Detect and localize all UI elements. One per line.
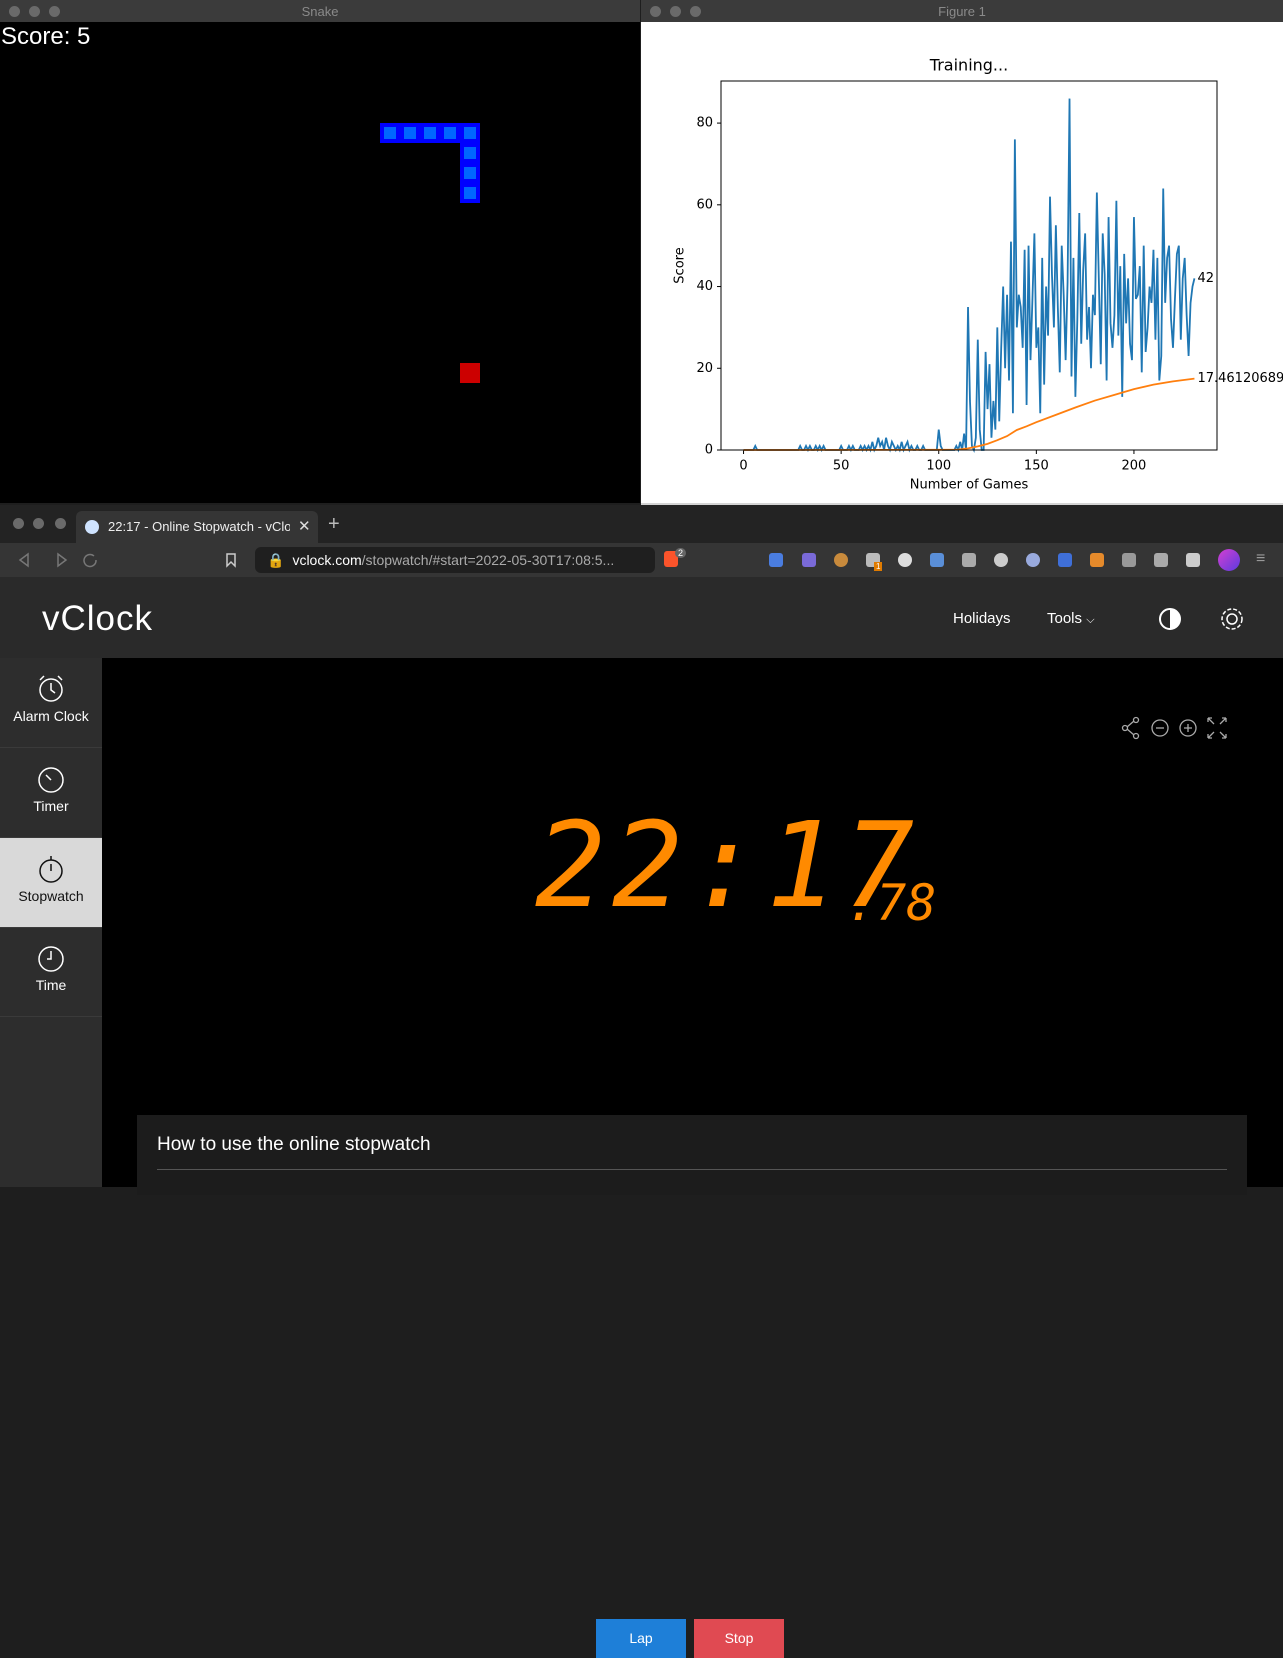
snake-window: Snake Score: 5 — [0, 0, 640, 503]
sidebar-item[interactable]: Stopwatch — [0, 838, 102, 928]
window-title: Figure 1 — [938, 4, 986, 19]
sidebar-label: Time — [35, 977, 67, 993]
sidebar-item[interactable]: Timer — [0, 748, 102, 838]
figure-window: Figure 1 Training... Number of Games Score… — [641, 0, 1283, 541]
series-line — [743, 377, 1195, 451]
x-tick-label: 150 — [1024, 459, 1049, 474]
new-tab[interactable]: + — [328, 513, 340, 535]
extension-icon[interactable] — [1122, 553, 1136, 567]
stop-button[interactable]: Stop — [694, 1619, 784, 1658]
extension-icon[interactable] — [1090, 553, 1104, 567]
url-path: /stopwatch/#start=2022-05-30T17:08:5... — [361, 552, 615, 568]
extension-icon[interactable] — [962, 553, 976, 567]
annotation: 42 — [1197, 271, 1214, 286]
tab-title: 22:17 - Online Stopwatch - vClock — [108, 519, 290, 534]
y-tick-label: 60 — [696, 197, 713, 212]
sidebar-item[interactable]: Time — [0, 927, 102, 1017]
series-line — [743, 98, 1196, 453]
nav-buttons — [18, 552, 236, 568]
y-tick-label: 80 — [696, 116, 713, 131]
score: Score: 5 — [1, 23, 91, 50]
tab-close[interactable]: ✕ — [298, 518, 311, 535]
extension-badge: 1 — [874, 562, 883, 571]
extension-icon[interactable] — [834, 553, 848, 567]
window-title: Snake — [301, 4, 339, 19]
nav-link[interactable]: Holidays — [953, 610, 1011, 627]
sidebar-label: Alarm Clock — [13, 708, 89, 724]
settings-button[interactable] — [1226, 613, 1238, 625]
extension-icon[interactable] — [802, 553, 816, 567]
x-tick-label: 0 — [739, 459, 747, 474]
sidebar: Alarm Clock Timer Stopwatch Time — [0, 658, 102, 1187]
extension-icon[interactable] — [1154, 553, 1168, 567]
y-tick-label: 20 — [696, 361, 713, 376]
clock-controls — [1121, 716, 1227, 740]
extension-icon[interactable] — [930, 553, 944, 567]
x-tick-label: 100 — [926, 459, 951, 474]
tab[interactable]: 22:17 - Online Stopwatch - vClock ✕ — [76, 511, 318, 543]
help-section: How to use the online stopwatch — [137, 1115, 1247, 1195]
wallet-icon[interactable] — [1186, 553, 1200, 567]
y-tick-label: 40 — [696, 279, 713, 294]
shield-icon[interactable] — [664, 551, 678, 567]
address-bar: 🔒 vclock.com/stopwatch/#start=2022-05-30T… — [0, 543, 1283, 577]
nav-label: Tools — [1047, 610, 1083, 627]
extension-icon[interactable] — [898, 553, 912, 567]
nav-link[interactable]: Tools ⌵ — [1047, 610, 1095, 627]
sidebar-label: Timer — [33, 798, 69, 814]
sidebar-label: Stopwatch — [18, 888, 84, 904]
food — [460, 363, 480, 383]
stopwatch-time: 22:17 — [535, 796, 921, 934]
extension-icon[interactable] — [994, 553, 1008, 567]
lap-button[interactable]: Lap — [596, 1619, 686, 1658]
content: 22:17 .78 Lap Stop How to use the online… — [102, 658, 1283, 1658]
chart: Training... Number of Games Score 0 50 100 150… — [673, 56, 1283, 493]
shield-badge: 2 — [675, 548, 687, 558]
snake-board — [380, 123, 480, 383]
logo[interactable]: vClock — [42, 599, 154, 638]
sidebar-item[interactable]: Alarm Clock — [0, 658, 102, 748]
y-tick-label: 0 — [705, 443, 713, 458]
stopwatch-fraction: .78 — [846, 874, 937, 932]
url-field[interactable]: 🔒 vclock.com/stopwatch/#start=2022-05-30T… — [255, 547, 655, 573]
x-tick-label: 50 — [833, 459, 850, 474]
site-header: vClock Holidays Tools ⌵ — [0, 577, 1283, 658]
tab-bar: 22:17 - Online Stopwatch - vClock ✕ + — [0, 505, 1283, 543]
menu-button[interactable]: ≡ — [1256, 550, 1266, 567]
section-title[interactable]: How to use the online stopwatch — [157, 1134, 431, 1155]
header-icons — [1159, 608, 1243, 630]
extension-icon[interactable] — [1026, 553, 1040, 567]
y-axis-label: Score — [673, 247, 688, 283]
title-bar: Figure 1 — [641, 0, 1283, 22]
title-bar: Snake — [0, 0, 640, 22]
chart-title: Training... — [929, 56, 1008, 75]
x-axis-label: Number of Games — [910, 478, 1029, 493]
url-host: vclock.com — [292, 552, 362, 568]
extension-icon[interactable] — [1058, 553, 1072, 567]
plot-frame — [720, 80, 1218, 451]
x-tick-label: 200 — [1122, 459, 1147, 474]
extension-icon[interactable] — [769, 553, 783, 567]
profile-avatar[interactable] — [1218, 549, 1240, 571]
annotation: 17.46120689 — [1197, 371, 1283, 386]
